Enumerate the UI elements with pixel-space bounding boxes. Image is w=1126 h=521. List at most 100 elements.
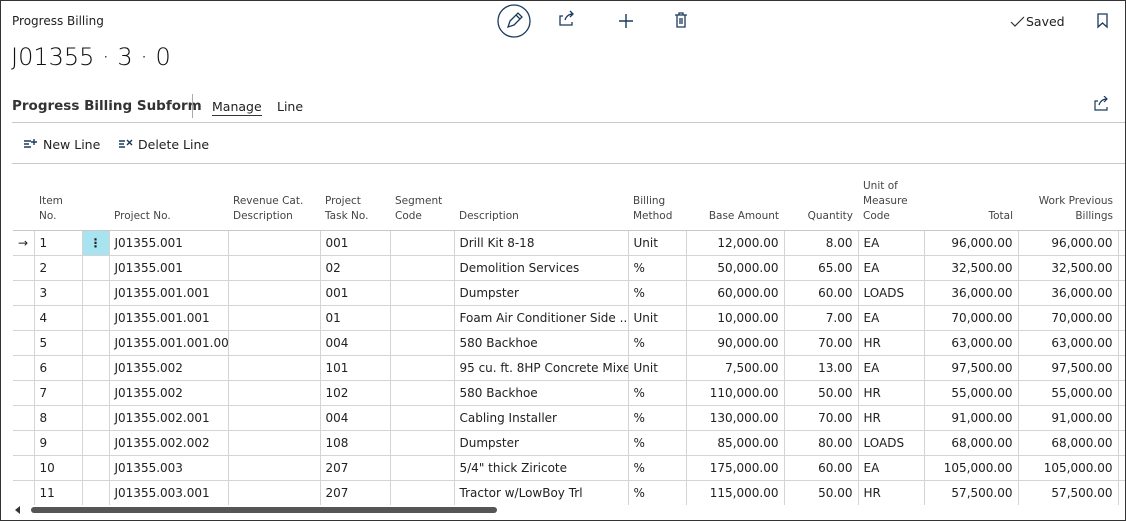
cell: % — [627, 255, 687, 281]
cell: 80.00 — [783, 430, 859, 456]
bookmark-button[interactable] — [1096, 13, 1110, 29]
cell-overflow — [1117, 230, 1125, 256]
row-menu — [81, 405, 110, 431]
column-header[interactable]: Base Amount — [686, 177, 784, 231]
action-button[interactable]: Delete Line — [138, 137, 210, 152]
cell: 50.00 — [783, 380, 859, 406]
cell: 102 — [319, 380, 391, 406]
cell: J01355.001 — [108, 230, 229, 256]
cell: 7,500.00 — [685, 355, 785, 381]
cell: 91,000.00 — [923, 405, 1019, 431]
cell — [227, 305, 321, 331]
share-button[interactable] — [559, 10, 574, 26]
separator — [12, 163, 1125, 164]
column-header[interactable]: Description — [454, 177, 628, 231]
cell: 70.00 — [783, 330, 859, 356]
share-subform-button[interactable] — [1094, 96, 1110, 112]
cell-overflow — [1117, 355, 1125, 381]
column-header[interactable]: Unit of Measure Code — [858, 177, 924, 231]
edit-button[interactable] — [497, 4, 531, 38]
action-button[interactable]: New Line — [43, 137, 101, 152]
cell: 105,000.00 — [923, 455, 1019, 481]
cell: 12,000.00 — [685, 230, 785, 256]
cell-overflow — [1117, 280, 1125, 306]
row-indicator — [13, 355, 35, 381]
cell: 11 — [33, 480, 83, 505]
cell: % — [627, 330, 687, 356]
cell: 004 — [319, 330, 391, 356]
cell — [389, 480, 455, 505]
cell — [389, 255, 455, 281]
cell — [389, 280, 455, 306]
cell: 6 — [33, 355, 83, 381]
cell-overflow — [1117, 305, 1125, 331]
cell — [227, 380, 321, 406]
column-header[interactable]: Segment Code — [390, 177, 454, 231]
cell — [227, 405, 321, 431]
cell: 8 — [33, 405, 83, 431]
column-header[interactable]: Work Previous Billings — [1018, 177, 1118, 231]
cell: 130,000.00 — [685, 405, 785, 431]
cell: 580 Backhoe — [453, 380, 629, 406]
cell — [389, 305, 455, 331]
cell: 36,000.00 — [1017, 280, 1119, 306]
cell — [389, 330, 455, 356]
horizontal-scrollbar[interactable] — [11, 503, 511, 517]
cell: 4 — [33, 305, 83, 331]
cell — [227, 255, 321, 281]
cell: 68,000.00 — [1017, 430, 1119, 456]
cell: 55,000.00 — [923, 380, 1019, 406]
row-menu — [81, 455, 110, 481]
column-header[interactable]: Item No. — [34, 177, 82, 231]
column-header[interactable]: Total — [924, 177, 1018, 231]
cell: EA — [857, 355, 925, 381]
cell: 10 — [33, 455, 83, 481]
column-header[interactable]: Project Task No. — [320, 177, 390, 231]
cell: 96,000.00 — [923, 230, 1019, 256]
cell: LOADS — [857, 280, 925, 306]
table-row: 11 J01355.003.001 207 Tractor w/LowBoy Trl%… — [13, 480, 1125, 505]
row-indicator — [13, 430, 35, 456]
row-indicator — [13, 405, 35, 431]
column-header[interactable]: Revenue Cat. Description — [228, 177, 320, 231]
cell: J01355.003.001 — [108, 480, 229, 505]
cell: 580 Backhoe — [453, 330, 629, 356]
new-button[interactable] — [619, 14, 633, 28]
cell: 7.00 — [783, 305, 859, 331]
cell: 68,000.00 — [923, 430, 1019, 456]
delete-line-icon — [119, 139, 133, 148]
column-header[interactable]: Project No. — [109, 177, 228, 231]
tab[interactable]: Line — [277, 99, 304, 114]
column-header[interactable]: Billing Method — [628, 177, 686, 231]
cell: 01 — [319, 305, 391, 331]
cell: LOADS — [857, 430, 925, 456]
row-menu[interactable]: ⋮ — [81, 230, 110, 256]
tab[interactable]: Manage — [212, 99, 262, 116]
saved-check — [1010, 16, 1025, 27]
cell: 65.00 — [783, 255, 859, 281]
row-menu — [81, 330, 110, 356]
row-indicator — [13, 280, 35, 306]
cell: 57,500.00 — [1017, 480, 1119, 505]
column-header[interactable]: Quantity — [784, 177, 858, 231]
cell: % — [627, 455, 687, 481]
table-row: 2 J01355.001 02 Demolition Services% 50,000.… — [13, 255, 1125, 281]
cell: 96,000.00 — [1017, 230, 1119, 256]
cell: 207 — [319, 455, 391, 481]
cell: J01355.002.002 — [108, 430, 229, 456]
save-status: Saved — [1026, 14, 1065, 29]
row-indicator — [13, 255, 35, 281]
cell: Foam Air Conditioner Side ... — [453, 305, 629, 331]
cell: % — [627, 280, 687, 306]
delete-button[interactable] — [675, 12, 687, 28]
cell: 8.00 — [783, 230, 859, 256]
divider — [192, 94, 193, 118]
cell — [389, 405, 455, 431]
cell-overflow — [1117, 380, 1125, 406]
cell: 5 — [33, 330, 83, 356]
cell: 001 — [319, 230, 391, 256]
subform-title: Progress Billing Subform — [12, 98, 202, 114]
cell: 70.00 — [783, 405, 859, 431]
table-head: Item No. Project No. Revenue Cat. Descript… — [13, 177, 1125, 231]
cell: J01355.003 — [108, 455, 229, 481]
